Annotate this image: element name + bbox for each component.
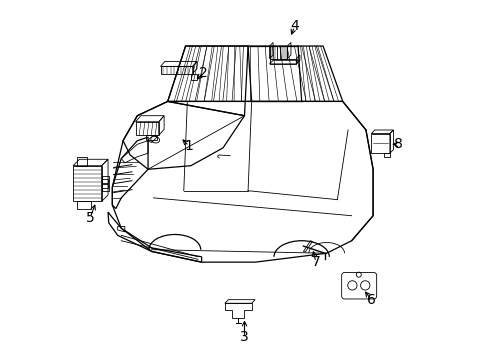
Text: 4: 4 xyxy=(289,19,298,33)
Text: 7: 7 xyxy=(311,255,320,269)
Text: 2: 2 xyxy=(199,66,207,80)
Text: 1: 1 xyxy=(184,139,193,153)
Text: 3: 3 xyxy=(240,330,248,344)
Text: 6: 6 xyxy=(366,293,375,307)
Text: 8: 8 xyxy=(393,137,402,151)
Text: 5: 5 xyxy=(85,211,94,225)
